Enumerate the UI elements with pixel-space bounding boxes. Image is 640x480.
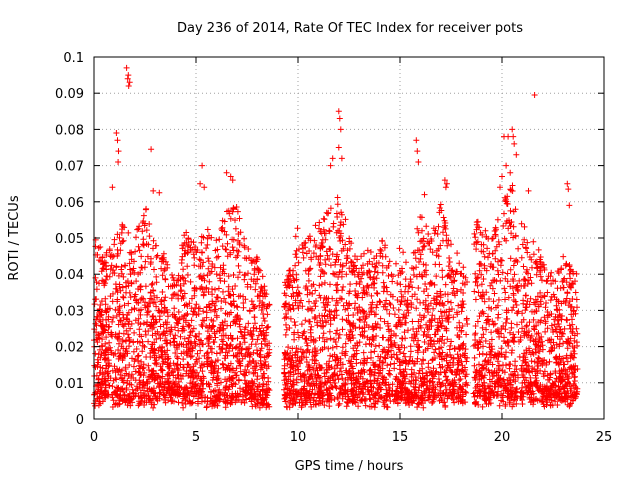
y-tick-label: 0 bbox=[76, 413, 84, 428]
x-tick-label: 0 bbox=[90, 430, 98, 445]
y-axis-label: ROTI / TECUs bbox=[7, 195, 22, 280]
x-tick-label: 5 bbox=[192, 430, 200, 445]
y-tick-label: 0.02 bbox=[55, 341, 84, 356]
x-tick-label: 15 bbox=[392, 430, 409, 445]
y-tick-label: 0.01 bbox=[55, 377, 84, 392]
roti-point-markers bbox=[91, 64, 581, 411]
y-tick-label: 0.1 bbox=[63, 51, 84, 66]
chart-title: Day 236 of 2014, Rate Of TEC Index for r… bbox=[177, 21, 523, 36]
x-axis-label: GPS time / hours bbox=[295, 459, 404, 474]
y-tick-label: 0.09 bbox=[55, 87, 84, 102]
y-tick-label: 0.06 bbox=[55, 196, 84, 211]
y-tick-label: 0.04 bbox=[55, 268, 84, 283]
x-tick-label: 25 bbox=[596, 430, 613, 445]
y-tick-label: 0.07 bbox=[55, 160, 84, 175]
y-tick-label: 0.08 bbox=[55, 123, 84, 138]
axis-ticks: 0 0.01 0.02 0.03 0.04 0.05 0.06 0.07 0.08 0.09 0.1… bbox=[55, 51, 612, 445]
y-tick-label: 0.03 bbox=[55, 304, 84, 319]
y-tick-label: 0.05 bbox=[55, 232, 84, 247]
x-tick-label: 20 bbox=[494, 430, 511, 445]
x-tick-label: 10 bbox=[290, 430, 307, 445]
data-points bbox=[91, 64, 581, 411]
